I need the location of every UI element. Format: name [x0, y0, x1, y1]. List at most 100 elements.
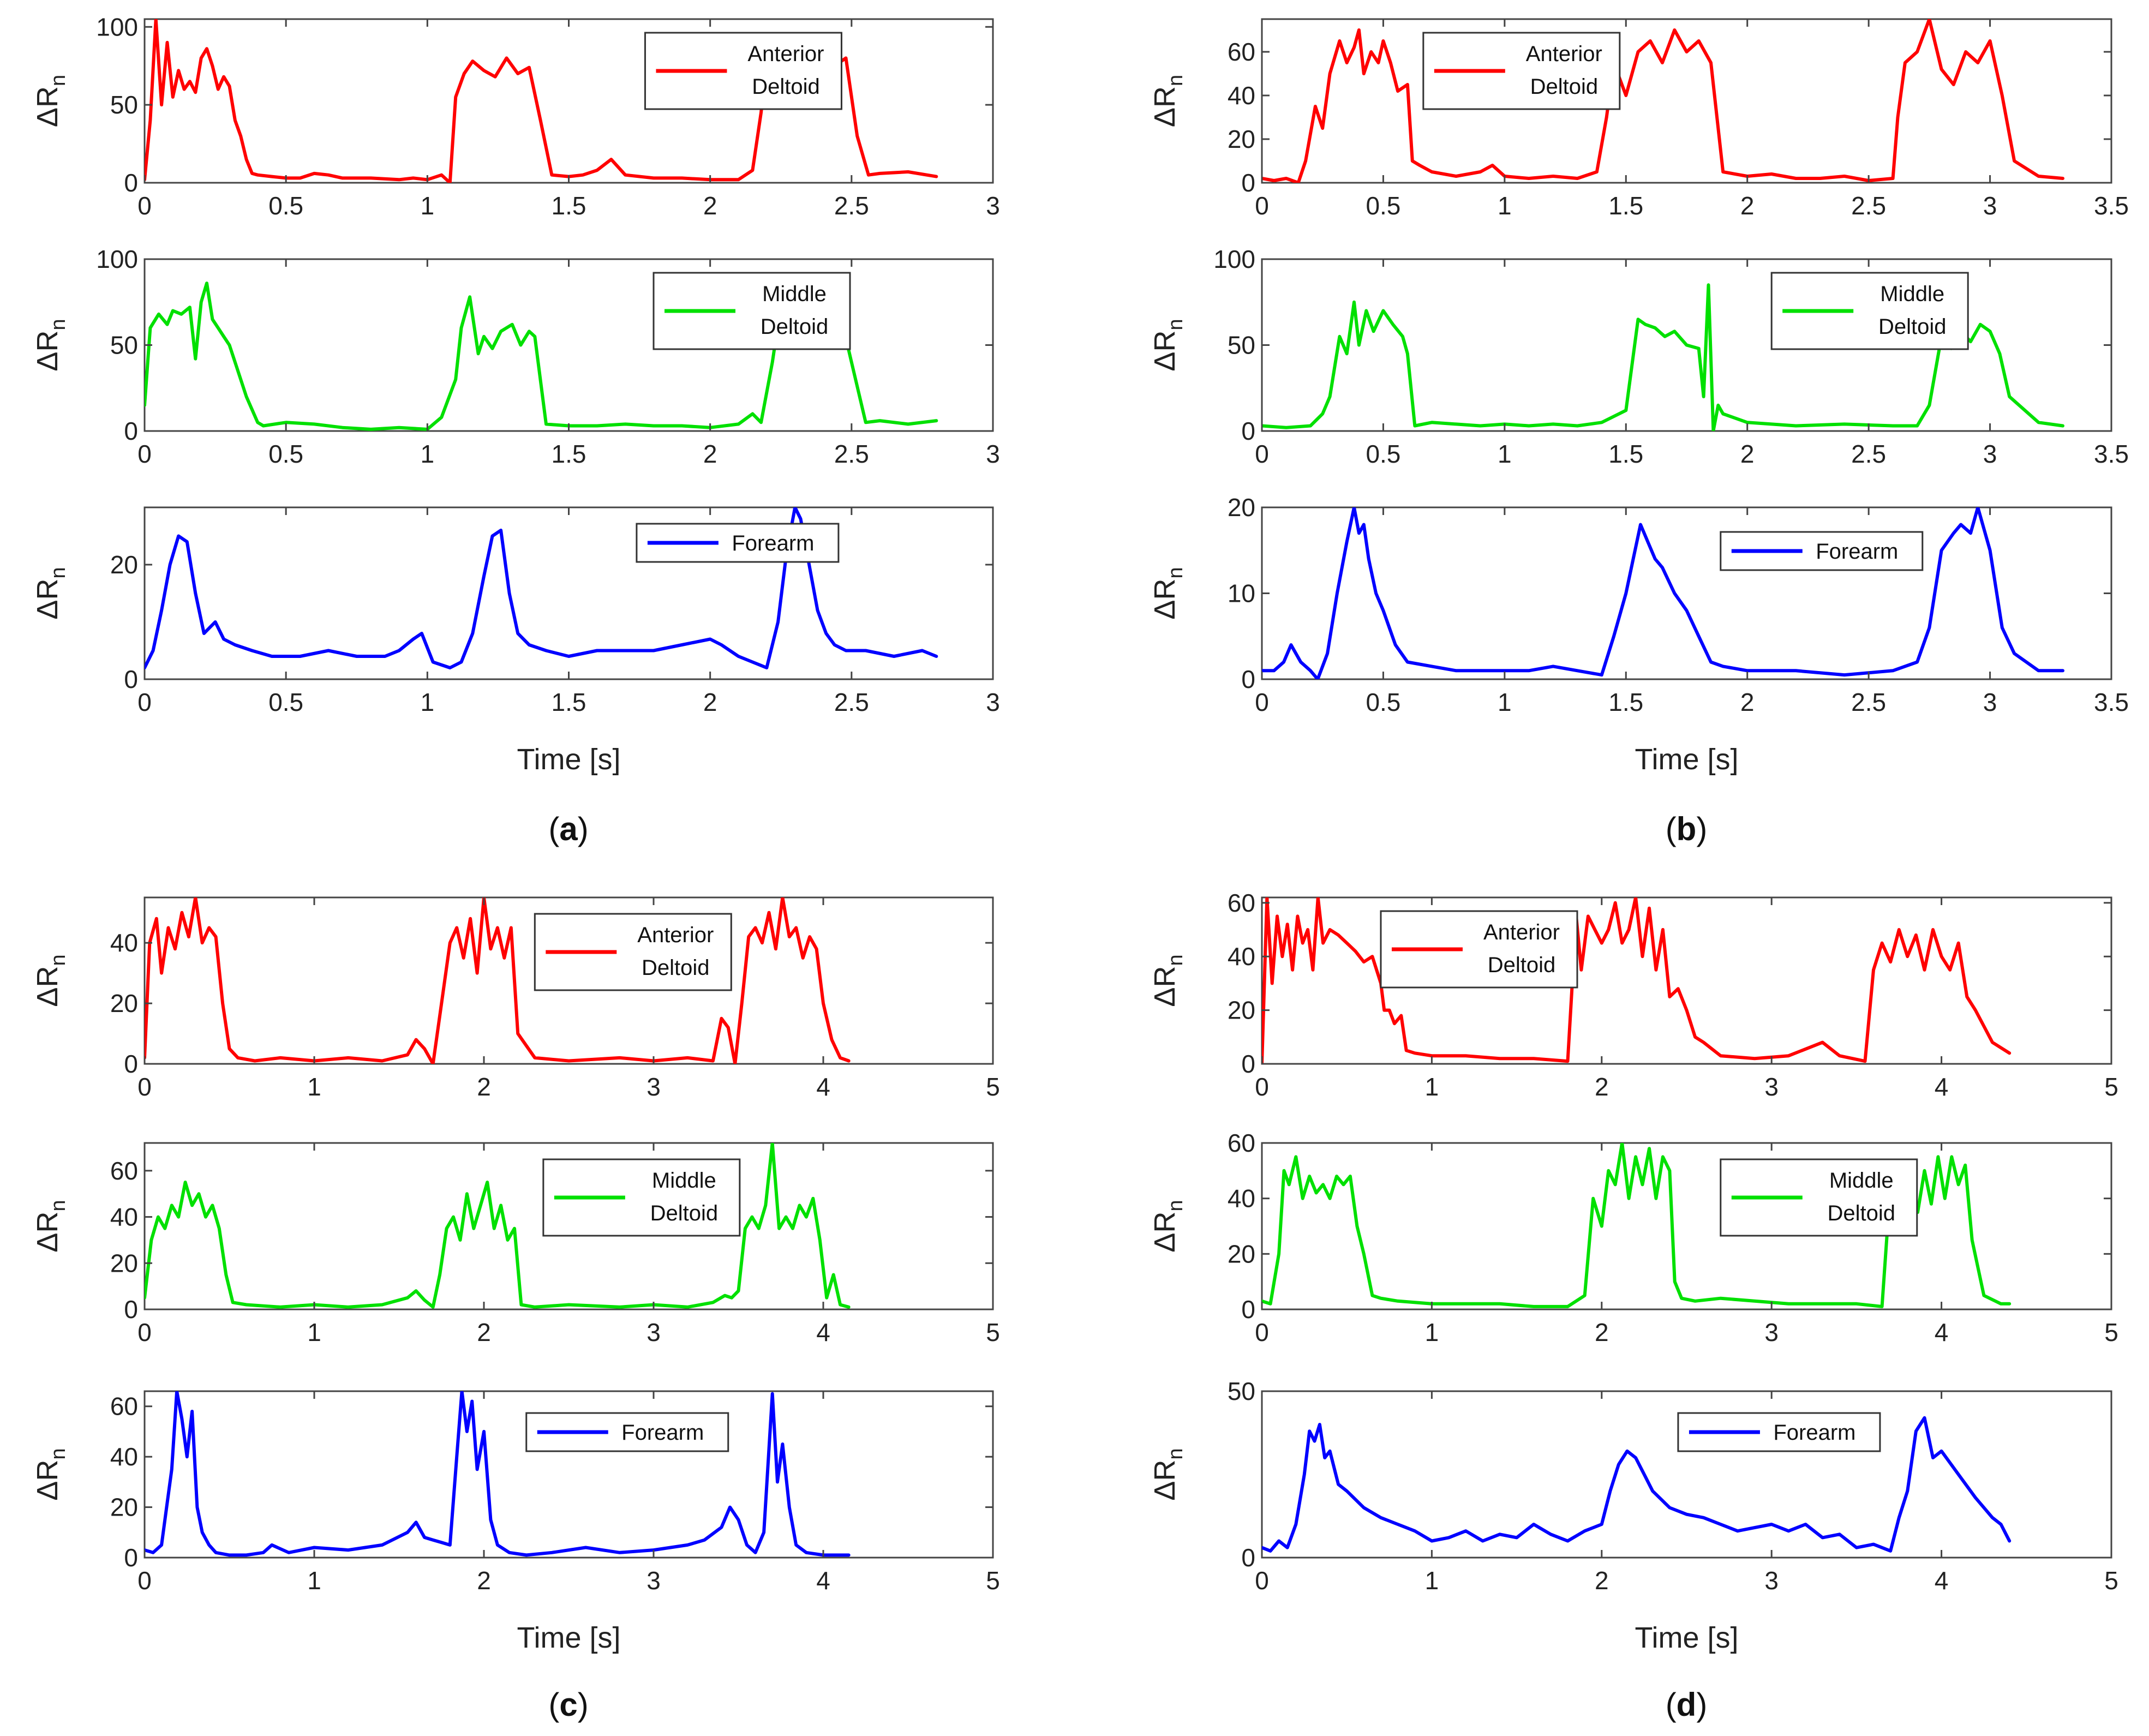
legend: Middle Deltoid	[1720, 1158, 1918, 1237]
x-tick-label: 2.5	[1851, 440, 1886, 468]
x-tick-label: 0	[137, 1566, 152, 1595]
y-tick-label: 0	[124, 665, 138, 693]
y-axis-label: ΔRn	[31, 319, 70, 371]
x-tick-label: 3	[1764, 1073, 1779, 1101]
series-line-middle-deltoid	[145, 1143, 851, 1309]
subplot-c-2: 0 1 2 3 4 5 0 20 40 60 ΔRn Middle Deltoid	[31, 1142, 1000, 1346]
y-axis-label: ΔRn	[31, 1448, 70, 1500]
legend-label: Middle	[762, 282, 827, 306]
x-tick-label: 0	[1255, 1566, 1269, 1595]
x-tick-label: 1	[1425, 1318, 1439, 1346]
x-axis-label: Time [s]	[1635, 1621, 1738, 1654]
x-tick-label: 3	[1764, 1318, 1779, 1346]
y-tick-label: 40	[110, 1442, 138, 1471]
x-tick-label: 3	[1983, 688, 1997, 716]
x-tick-label: 1	[307, 1073, 321, 1101]
legend-label: Middle	[1829, 1169, 1894, 1193]
x-tick-label: 0.5	[1366, 440, 1400, 468]
legend-label: Middle	[652, 1169, 716, 1193]
x-tick-label: 1	[1498, 440, 1512, 468]
x-tick-label: 4	[816, 1318, 830, 1346]
series-line-forearm	[1262, 1416, 2012, 1553]
legend: Anterior Deltoid	[1380, 910, 1578, 989]
y-tick-label: 0	[124, 1295, 138, 1324]
series-line-anterior-deltoid	[1262, 897, 2012, 1064]
subplot-c-3: 0 1 2 3 4 5 0 20 40 60 ΔRn Forearm	[31, 1390, 1000, 1595]
x-tick-label: 0.5	[268, 440, 303, 468]
x-tick-label: 2.5	[834, 688, 869, 716]
x-tick-label: 1	[421, 191, 435, 220]
x-tick-label: 3	[986, 191, 1000, 220]
x-tick-label: 0.5	[268, 688, 303, 716]
legend: Forearm	[1720, 531, 1924, 571]
subplot-c-1: 0 1 2 3 4 5 0 20 40 ΔRn Anterior Deltoid	[31, 896, 1000, 1101]
x-tick-label: 2.5	[834, 440, 869, 468]
legend-label: Anterior	[747, 42, 824, 66]
y-tick-label: 0	[1241, 417, 1255, 445]
y-tick-label: 50	[1228, 331, 1255, 360]
y-tick-label: 0	[1241, 1050, 1255, 1078]
legend: Forearm	[636, 523, 840, 563]
legend-label: Deltoid	[650, 1201, 719, 1225]
series-line-anterior-deltoid	[145, 897, 851, 1064]
series-line-middle-deltoid	[1262, 1143, 2012, 1308]
x-tick-label: 0.5	[268, 191, 303, 220]
x-tick-label: 3.5	[2094, 440, 2129, 468]
x-tick-label: 3	[1764, 1566, 1779, 1595]
x-tick-label: 2	[1595, 1566, 1609, 1595]
x-tick-label: 1.5	[1608, 191, 1643, 220]
x-tick-label: 2	[477, 1318, 491, 1346]
x-tick-label: 2.5	[1851, 191, 1886, 220]
y-tick-label: 0	[1241, 1543, 1255, 1572]
series-line-forearm	[145, 507, 938, 669]
y-tick-label: 0	[124, 417, 138, 445]
y-axis-label: ΔRn	[31, 954, 70, 1007]
x-tick-label: 2	[477, 1073, 491, 1101]
legend-label: Deltoid	[1530, 75, 1599, 99]
y-tick-label: 20	[110, 1249, 138, 1277]
y-tick-label: 20	[1228, 996, 1255, 1025]
panel-caption: (c)	[548, 1686, 588, 1723]
x-tick-label: 1	[307, 1318, 321, 1346]
x-tick-label: 0.5	[1366, 191, 1400, 220]
x-tick-label: 1.5	[552, 688, 586, 716]
x-tick-label: 0	[137, 1318, 152, 1346]
x-tick-label: 0	[1255, 440, 1269, 468]
axes-frame	[143, 506, 994, 680]
x-tick-label: 2	[1595, 1318, 1609, 1346]
subplot-d-2: 0 1 2 3 4 5 0 20 40 60 ΔRn Middle Deltoid	[1148, 1129, 2118, 1346]
x-tick-label: 1.5	[552, 440, 586, 468]
x-tick-label: 0	[137, 440, 152, 468]
y-tick-label: 40	[110, 929, 138, 957]
x-tick-label: 1	[307, 1566, 321, 1595]
x-tick-label: 4	[1935, 1073, 1949, 1101]
subplot-b-1: 0 0.5 1 1.5 2 2.5 3 3.5 0 20 40 60 ΔRn Anterior Deltoi…	[1148, 18, 2129, 220]
axes-frame	[143, 258, 994, 432]
x-tick-label: 3	[1983, 191, 1997, 220]
x-tick-label: 0	[1255, 688, 1269, 716]
x-tick-label: 2	[477, 1566, 491, 1595]
legend-label: Deltoid	[642, 956, 710, 980]
y-axis-label: ΔRn	[31, 567, 70, 619]
y-axis-label: ΔRn	[1148, 1200, 1187, 1252]
x-axis-label: Time [s]	[517, 1621, 620, 1654]
x-tick-label: 5	[2104, 1566, 2118, 1595]
y-tick-label: 50	[1228, 1377, 1255, 1405]
y-tick-label: 40	[1228, 1184, 1255, 1213]
x-tick-label: 2	[1740, 440, 1755, 468]
y-tick-label: 100	[96, 13, 138, 41]
x-tick-label: 1	[1498, 688, 1512, 716]
y-tick-label: 20	[1228, 493, 1255, 522]
legend: Middle Deltoid	[653, 272, 851, 350]
x-tick-label: 0	[1255, 1318, 1269, 1346]
x-axis-label: Time [s]	[1635, 743, 1738, 776]
legend-label: Anterior	[1483, 920, 1560, 944]
x-tick-label: 3	[986, 688, 1000, 716]
x-tick-label: 4	[1935, 1318, 1949, 1346]
panel-caption: (b)	[1666, 811, 1708, 847]
